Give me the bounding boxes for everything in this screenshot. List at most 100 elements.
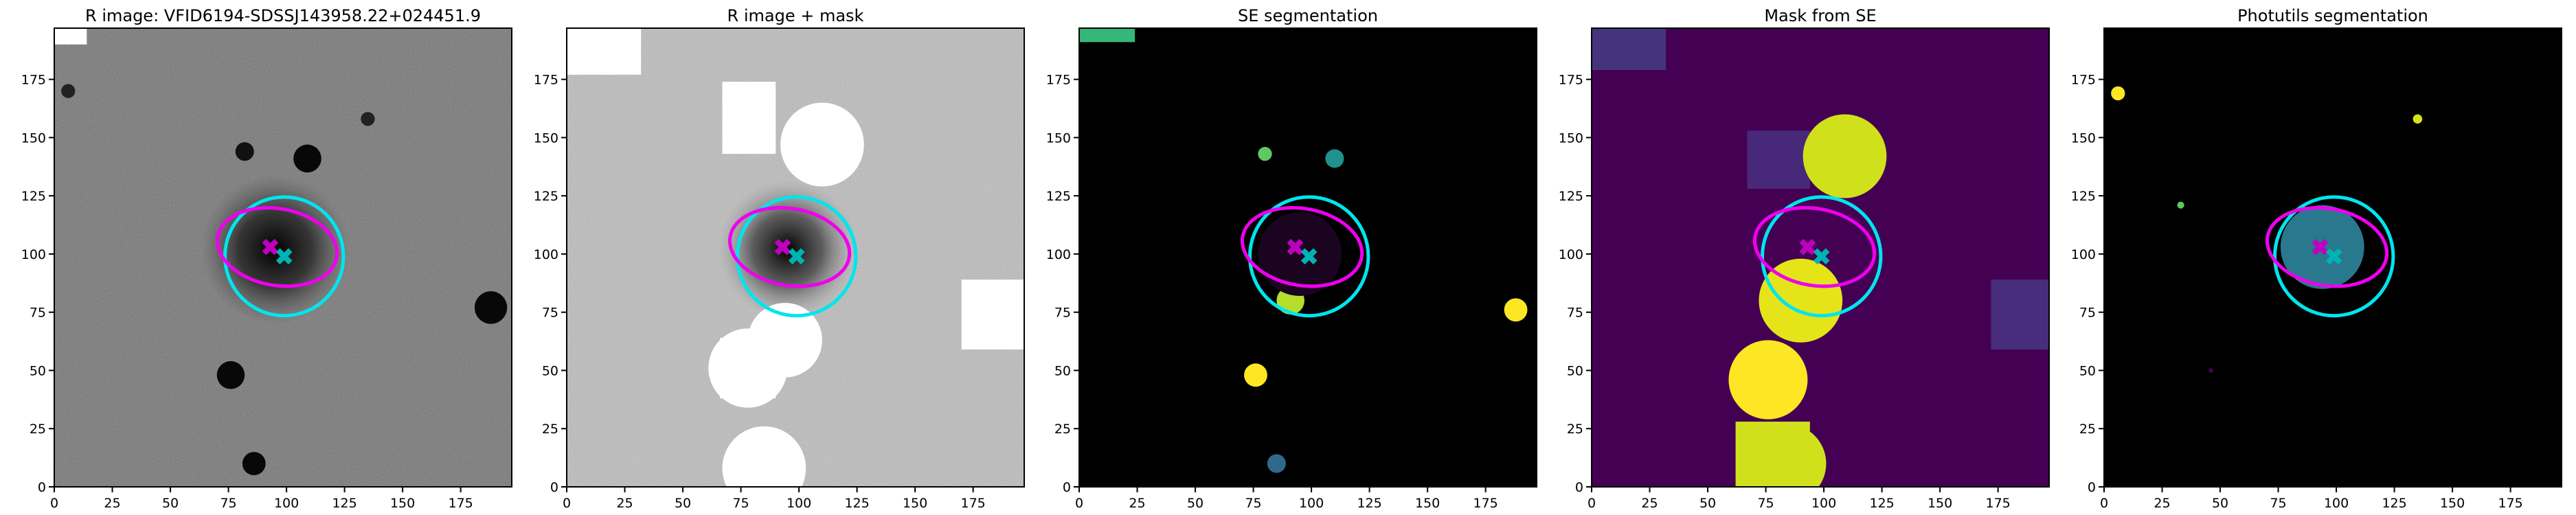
x-tick-label: 0 — [1588, 496, 1596, 511]
panel: 0 25 50 75 100 125 150 175 0 25 50 75 100 125 150 175 Ma… — [1559, 6, 2050, 511]
y-tick-label: 150 — [21, 130, 46, 146]
x-tick-label: 0 — [563, 496, 571, 511]
y-tick-label: 100 — [1559, 247, 1583, 262]
image-region — [1747, 130, 1810, 189]
x-tick-label: 50 — [675, 496, 691, 511]
y-tick-label: 75 — [30, 306, 46, 321]
aperture-ellipse — [223, 195, 346, 318]
x-tick-label: 175 — [448, 496, 473, 511]
y-tick-label: 100 — [2071, 247, 2096, 262]
image-blob — [361, 112, 375, 126]
image-blob — [61, 84, 76, 98]
axes-frame — [1078, 27, 1537, 488]
image — [54, 28, 512, 487]
x-tick-label: 25 — [2154, 496, 2170, 511]
image-blob — [1504, 298, 1528, 322]
y-tick-label: 175 — [1559, 73, 1583, 88]
x-tick-label: 150 — [2440, 496, 2465, 511]
image-region — [1991, 279, 2049, 350]
x-tick-label: 150 — [1928, 496, 1952, 511]
panel-title: R image + mask — [727, 6, 864, 25]
x-tick-label: 75 — [1245, 496, 1261, 511]
y-tick-label: 0 — [38, 480, 46, 495]
x-tick-label: 100 — [1811, 496, 1836, 511]
image-blob — [1747, 424, 1827, 487]
image-region — [722, 81, 776, 154]
x-tick-label: 25 — [1129, 496, 1145, 511]
x-tick-label: 100 — [2324, 496, 2349, 511]
aperture-ellipse — [1760, 195, 1883, 318]
center-marker — [1300, 248, 1318, 265]
center-marker — [2325, 248, 2342, 265]
x-tick-label: 100 — [274, 496, 299, 511]
center-marker — [788, 248, 805, 265]
y-tick-label: 150 — [1559, 130, 1583, 146]
x-tick-label: 125 — [2382, 496, 2406, 511]
x-tick-label: 125 — [332, 496, 357, 511]
panel: 0 25 50 75 100 125 150 175 0 25 50 75 100 125 150 175 R … — [534, 6, 1025, 511]
x-tick-label: 50 — [1187, 496, 1204, 511]
panel-title: Mask from SE — [1764, 6, 1876, 25]
aperture-ellipse — [2265, 206, 2389, 288]
axes-frame — [566, 27, 1025, 488]
y-tick-label: 50 — [30, 363, 46, 378]
image-region — [567, 28, 595, 63]
y-tick-label: 125 — [1559, 189, 1583, 204]
image-blob — [780, 102, 864, 187]
aperture-ellipse — [2272, 195, 2395, 318]
y-tick-label: 175 — [21, 73, 46, 88]
image-blob — [216, 360, 245, 389]
x-tick-label: 50 — [162, 496, 179, 511]
image-blob — [2177, 201, 2184, 209]
y-tick-label: 0 — [1063, 480, 1071, 495]
y-tick-label: 50 — [1567, 363, 1583, 378]
aperture-ellipse — [727, 206, 852, 288]
aperture-ellipse — [1752, 206, 1877, 288]
image-blob — [722, 426, 806, 487]
panel: 0 25 50 75 100 125 150 175 0 25 50 75 100 125 150 175 SE… — [1046, 6, 1537, 511]
x-tick-label: 150 — [903, 496, 927, 511]
image-region — [54, 28, 87, 45]
x-tick-label: 75 — [2270, 496, 2286, 511]
image-blob — [1267, 454, 1286, 473]
x-tick-label: 175 — [2498, 496, 2522, 511]
image-blob — [1759, 258, 1843, 343]
x-tick-label: 125 — [844, 496, 869, 511]
x-tick-label: 0 — [1075, 496, 1083, 511]
image-region — [961, 279, 1024, 350]
x-tick-label: 150 — [1415, 496, 1440, 511]
image-blob — [1258, 146, 1272, 161]
axes-frame — [2103, 27, 2562, 488]
y-tick-label: 175 — [2071, 73, 2096, 88]
x-tick-label: 175 — [1985, 496, 2010, 511]
x-tick-label: 175 — [1473, 496, 1498, 511]
image-blob — [235, 142, 254, 161]
image-region — [1079, 28, 1136, 43]
image-blob — [474, 291, 508, 324]
image-blob — [242, 452, 266, 476]
center-marker — [262, 238, 279, 255]
x-tick-label: 75 — [732, 496, 749, 511]
panel: 0 25 50 75 100 125 150 175 0 25 50 75 100 125 150 175 R … — [21, 6, 512, 511]
center-marker — [1813, 248, 1830, 265]
y-tick-label: 100 — [1046, 247, 1071, 262]
y-tick-label: 75 — [542, 306, 558, 321]
y-tick-label: 25 — [1567, 422, 1583, 437]
axes-frame — [54, 27, 512, 488]
y-tick-label: 50 — [2079, 363, 2096, 378]
x-tick-label: 50 — [1699, 496, 1716, 511]
y-tick-label: 125 — [21, 189, 46, 204]
y-tick-label: 75 — [2079, 306, 2096, 321]
image-blob — [1244, 363, 1267, 387]
center-marker — [774, 238, 791, 255]
center-marker — [1287, 238, 1304, 255]
image-blob — [2111, 86, 2125, 101]
image — [2104, 28, 2562, 487]
x-tick-label: 100 — [1299, 496, 1324, 511]
x-tick-label: 0 — [2100, 496, 2108, 511]
image-blob — [2413, 114, 2423, 124]
center-marker — [2312, 238, 2329, 255]
panel-title: SE segmentation — [1238, 6, 1378, 25]
y-tick-label: 125 — [2071, 189, 2096, 204]
